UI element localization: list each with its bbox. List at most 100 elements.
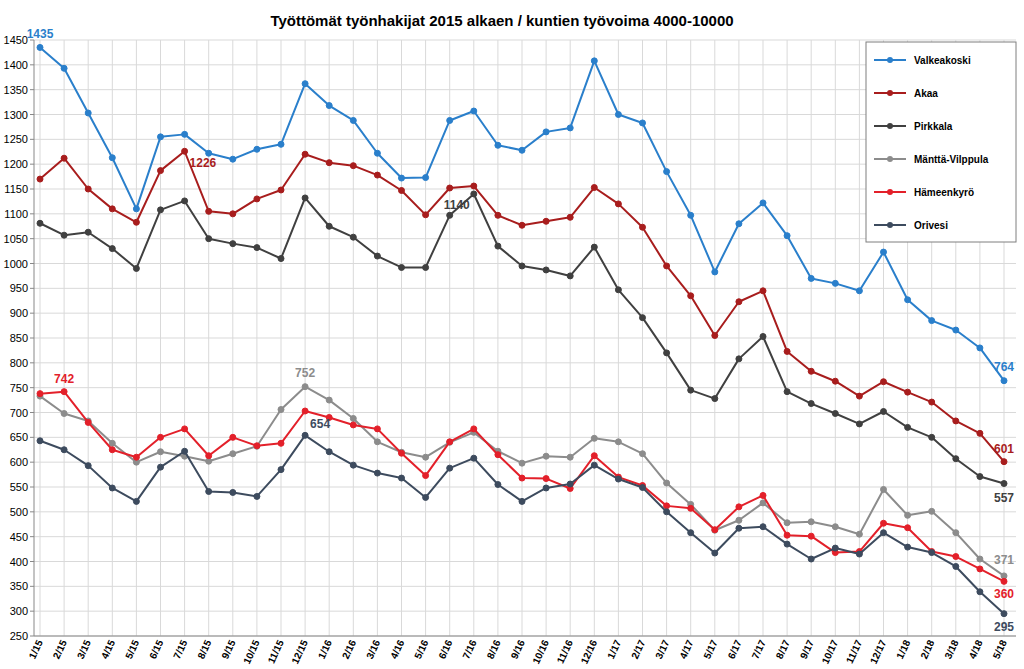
series-marker (1001, 578, 1007, 584)
series-marker (374, 470, 380, 476)
legend-marker (887, 222, 893, 228)
series-marker (591, 435, 597, 441)
y-grid-line (34, 611, 1016, 612)
x-tick-label: 3/15 (75, 638, 93, 661)
x-tick-label: 8/17 (774, 638, 792, 661)
x-tick-label: 10/15 (241, 638, 262, 666)
series-marker (808, 275, 814, 281)
series-marker (350, 117, 356, 123)
y-tick (30, 362, 34, 363)
series-marker (591, 453, 597, 459)
y-grid-line (34, 511, 1016, 512)
y-tick-label: 350 (10, 580, 28, 592)
series-marker (133, 454, 139, 460)
series-marker (736, 517, 742, 523)
series-marker (399, 475, 405, 481)
annotation: 360 (994, 587, 1014, 601)
series-marker (736, 504, 742, 510)
series-marker (567, 273, 573, 279)
series-marker (591, 58, 597, 64)
x-tick-label: 7/15 (171, 638, 189, 661)
series-marker (808, 556, 814, 562)
y-tick-label: 600 (10, 456, 28, 468)
series-marker (182, 198, 188, 204)
series-marker (832, 378, 838, 384)
series-marker (567, 481, 573, 487)
series-marker (591, 244, 597, 250)
series-marker (832, 545, 838, 551)
series-marker (832, 524, 838, 530)
annotation: 1435 (27, 27, 54, 41)
x-tick-label: 2/17 (629, 638, 647, 661)
annotation: 742 (54, 372, 74, 386)
series-line (40, 392, 1004, 582)
annotation: 654 (310, 417, 330, 431)
series-marker (326, 103, 332, 109)
series-marker (302, 432, 308, 438)
series-marker (519, 263, 525, 269)
x-tick-label: 12/15 (289, 638, 310, 666)
y-grid-line (34, 362, 1016, 363)
y-grid-line (34, 437, 1016, 438)
series-marker (350, 462, 356, 468)
series-marker (832, 410, 838, 416)
x-tick-label: 7/16 (460, 638, 478, 661)
legend-label: Orivesi (914, 220, 948, 231)
series-marker (278, 187, 284, 193)
series-marker (712, 550, 718, 556)
legend-marker (887, 156, 893, 162)
y-grid-line (34, 387, 1016, 388)
series-marker (206, 453, 212, 459)
y-tick-label: 950 (10, 282, 28, 294)
series-marker (85, 186, 91, 192)
series-marker (230, 451, 236, 457)
x-tick-label: 1/15 (27, 638, 45, 661)
series-marker (1001, 611, 1007, 617)
series-marker (856, 288, 862, 294)
series-marker (664, 509, 670, 515)
x-tick-label: 3/18 (942, 638, 960, 661)
y-tick-label: 700 (10, 407, 28, 419)
series-marker (543, 476, 549, 482)
x-tick-label: 5/18 (991, 638, 1009, 661)
series-marker (85, 463, 91, 469)
series-marker (206, 236, 212, 242)
y-tick-label: 1350 (4, 84, 28, 96)
series-marker (615, 201, 621, 207)
series-marker (784, 541, 790, 547)
y-tick (30, 536, 34, 537)
series-marker (399, 450, 405, 456)
series-marker (881, 520, 887, 526)
series-marker (254, 493, 260, 499)
series-marker (953, 554, 959, 560)
series-marker (808, 401, 814, 407)
y-tick (30, 462, 34, 463)
series-marker (423, 494, 429, 500)
series-marker (543, 485, 549, 491)
series-marker (302, 195, 308, 201)
series-marker (977, 474, 983, 480)
series-marker (278, 407, 284, 413)
series-marker (591, 185, 597, 191)
series-marker (182, 148, 188, 154)
y-tick (30, 238, 34, 239)
series-marker (374, 439, 380, 445)
series-marker (905, 525, 911, 531)
series-marker (374, 172, 380, 178)
series-marker (37, 220, 43, 226)
plot-area (37, 44, 1007, 616)
series-marker (471, 455, 477, 461)
x-tick-label: 9/15 (219, 638, 237, 661)
series-line (40, 194, 1004, 484)
legend-label: Valkeakoski (914, 55, 971, 66)
series-marker (374, 253, 380, 259)
series-marker (109, 246, 115, 252)
series-marker (447, 465, 453, 471)
series-marker (109, 206, 115, 212)
y-axis (34, 40, 35, 636)
series-marker (158, 449, 164, 455)
series-marker (881, 530, 887, 536)
x-tick-label: 1/16 (316, 638, 334, 661)
series-marker (543, 129, 549, 135)
x-tick-label: 5/16 (412, 638, 430, 661)
